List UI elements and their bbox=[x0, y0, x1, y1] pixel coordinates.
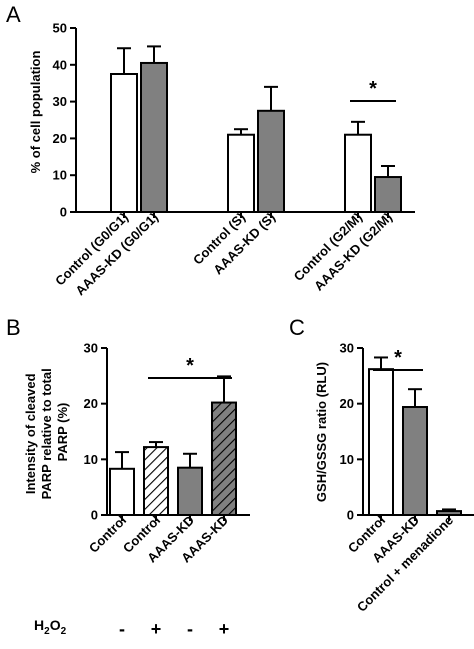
panel-letter-c: C bbox=[289, 315, 305, 340]
y-tick-label-a: 20 bbox=[53, 131, 67, 146]
bar bbox=[110, 73, 138, 213]
y-tick-label-b: 30 bbox=[84, 341, 98, 356]
y-tick-label-c: 10 bbox=[340, 452, 354, 467]
panel-letter-b: B bbox=[6, 315, 21, 340]
y-axis-label-b: Intensity of cleaved PARP relative to to… bbox=[23, 365, 70, 500]
y-tick-label-a: 50 bbox=[53, 21, 67, 36]
bar bbox=[177, 466, 203, 516]
bar bbox=[344, 133, 372, 213]
panel-a: A % of cell population 01020304050Contro… bbox=[6, 2, 415, 298]
y-tick-label-c: 20 bbox=[340, 396, 354, 411]
bar bbox=[257, 109, 285, 213]
y-tick-label-a: 10 bbox=[53, 168, 67, 183]
treatment-sign-b: - bbox=[119, 619, 125, 639]
bar bbox=[368, 368, 394, 516]
treatment-label-h2o2: H2O2 bbox=[34, 617, 67, 637]
panel-c: C GSH/GSSG ratio (RLU) 0102030ControlAAA… bbox=[289, 315, 474, 615]
significance-star-c: * bbox=[394, 347, 402, 369]
significance-star-a: * bbox=[369, 78, 377, 100]
bar bbox=[436, 510, 462, 516]
panel-b: B Intensity of cleaved PARP relative to … bbox=[6, 315, 250, 639]
treatment-sign-b: - bbox=[187, 619, 193, 639]
panel-letter-a: A bbox=[6, 2, 21, 27]
bar bbox=[402, 406, 428, 516]
y-tick-label-c: 30 bbox=[340, 341, 354, 356]
bar bbox=[143, 446, 169, 516]
treatment-sign-b: + bbox=[219, 619, 230, 639]
y-tick-label-a: 30 bbox=[53, 94, 67, 109]
bar bbox=[109, 467, 135, 516]
y-tick-label-a: 40 bbox=[53, 57, 67, 72]
y-tick-label-c: 0 bbox=[347, 508, 354, 523]
y-axis-label-b-line-2: PARP relative to total bbox=[39, 368, 54, 499]
y-tick-label-a: 0 bbox=[60, 205, 67, 220]
significance-star-b: * bbox=[186, 355, 194, 377]
bar bbox=[227, 133, 255, 213]
y-tick-label-b: 0 bbox=[91, 508, 98, 523]
y-axis-label-b-line-3: PARP (%) bbox=[55, 403, 70, 462]
y-axis-label-a: % of cell population bbox=[28, 51, 43, 174]
y-tick-label-b: 20 bbox=[84, 396, 98, 411]
y-axis-label-b-line-1: Intensity of cleaved bbox=[23, 373, 38, 494]
y-axis-label-c: GSH/GSSG ratio (RLU) bbox=[314, 362, 329, 502]
bar bbox=[211, 401, 237, 517]
bar bbox=[374, 176, 402, 213]
bar bbox=[140, 61, 168, 213]
treatment-sign-b: + bbox=[151, 619, 162, 639]
y-tick-label-b: 10 bbox=[84, 452, 98, 467]
